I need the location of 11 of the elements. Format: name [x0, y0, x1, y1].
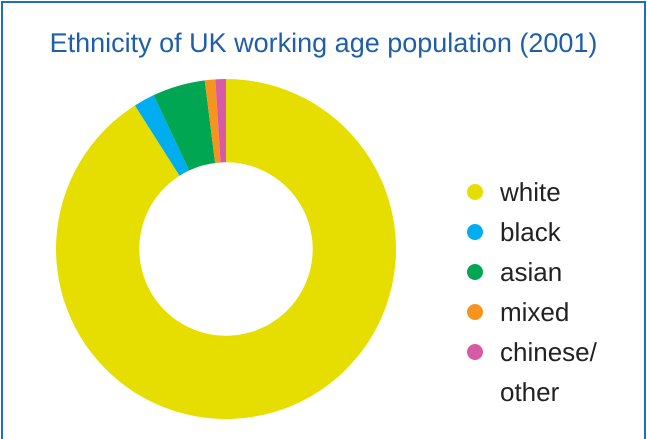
donut-slice: [154, 80, 216, 171]
donut-slice: [204, 79, 221, 163]
legend-label: asian: [500, 257, 562, 287]
legend-label: black: [500, 217, 562, 247]
donut-slice: [215, 79, 226, 162]
donut-slice: [56, 79, 396, 419]
legend-label: mixed: [500, 297, 570, 327]
donut-slice: [134, 95, 190, 176]
chart-title: Ethnicity of UK working age population (2001): [50, 28, 598, 58]
legend-label: chinese/other: [500, 337, 598, 407]
legend-label: white: [499, 177, 561, 207]
